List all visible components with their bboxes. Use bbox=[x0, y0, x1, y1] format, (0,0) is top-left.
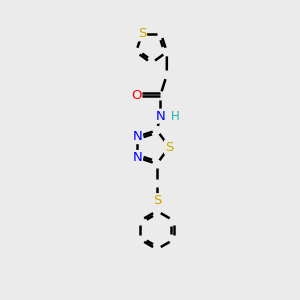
Text: N: N bbox=[132, 130, 142, 143]
Text: N: N bbox=[132, 151, 142, 164]
Text: N: N bbox=[155, 110, 165, 123]
Text: S: S bbox=[153, 194, 161, 207]
Text: H: H bbox=[171, 110, 179, 123]
Text: O: O bbox=[131, 89, 141, 102]
Text: S: S bbox=[138, 27, 146, 40]
Text: S: S bbox=[165, 141, 173, 154]
